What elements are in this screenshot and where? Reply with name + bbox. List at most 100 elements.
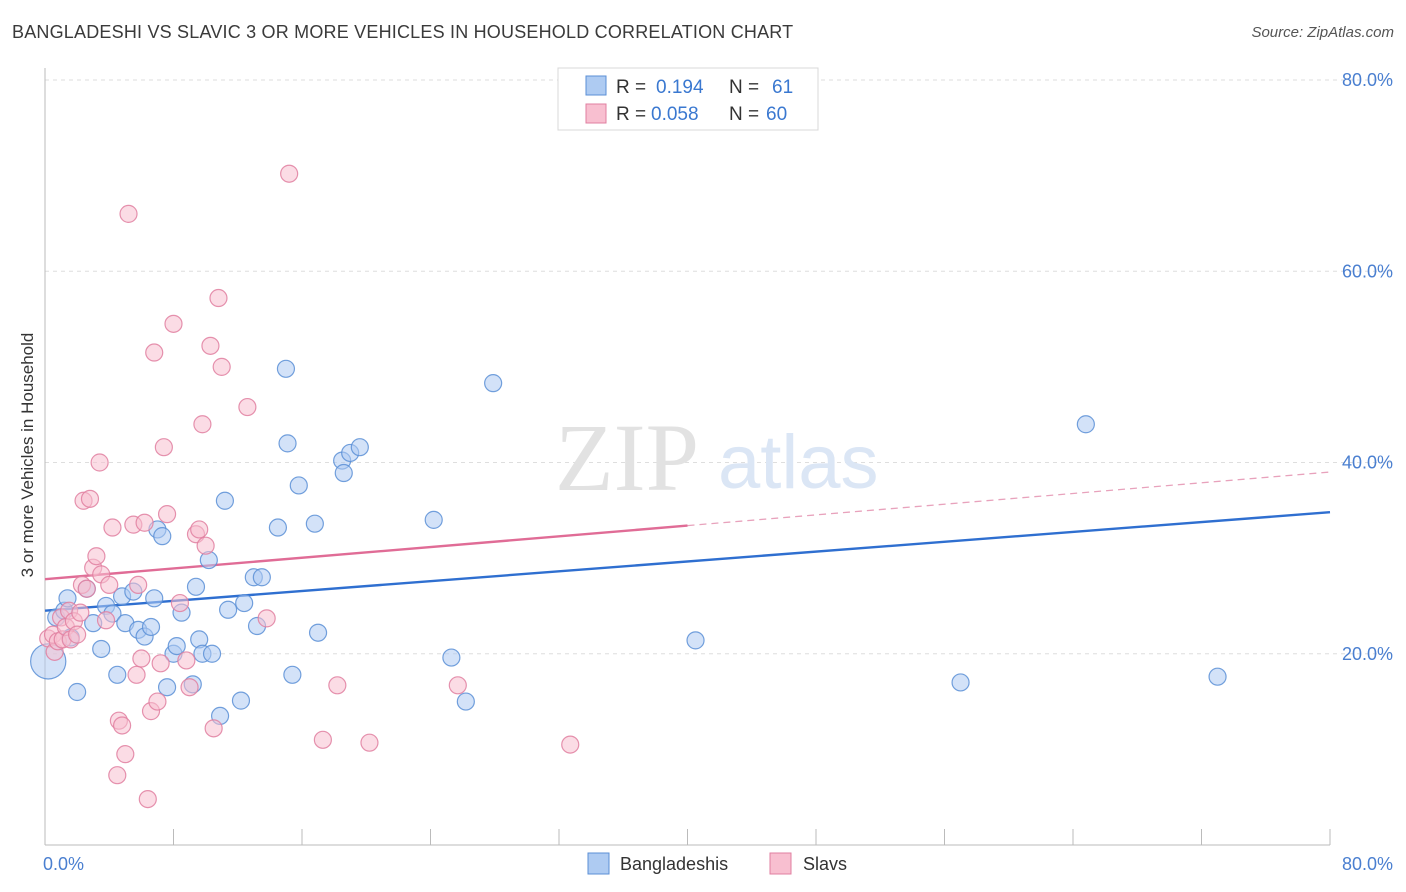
bangladeshi-point [186,577,206,596]
bangladeshi-point [231,691,251,710]
bangladeshi-point [108,665,127,684]
watermark-atlas: atlas [718,420,879,505]
bangladeshi-point [235,593,254,613]
y-tick-label: 20.0% [1342,644,1393,664]
slavic-point [448,676,467,695]
bangladeshi-point [157,678,177,697]
slavic-trend-line [44,524,688,581]
legend-r-value: 0.058 [651,104,699,125]
legend-swatch-slavs[interactable] [585,103,607,124]
legend: R = 0.194 N = 61 R = 0.058 N = 60 [557,67,819,131]
legend-n-label: N = [729,77,759,98]
slavic-point [138,789,157,809]
slavic-point [561,735,580,754]
slavic-point [108,766,127,785]
slavic-point [328,676,347,695]
bangladeshi-point [334,463,353,483]
slavic-point [360,733,379,752]
bottom-legend-swatch-bangladeshis[interactable] [587,852,610,875]
bangladeshi-point [276,359,296,378]
slavic-point [80,489,100,508]
grid [45,79,1392,655]
y-tick-label: 80.0% [1342,70,1393,90]
slavic-point [238,397,257,417]
bangladeshi-point [289,476,308,495]
bangladeshi-point [1076,415,1095,434]
legend-swatch-bangladeshis[interactable] [585,75,607,96]
slavic-point [193,415,212,434]
y-tick-label: 40.0% [1342,453,1393,473]
bangladeshi-point [1208,667,1227,686]
watermark: ZIP atlas [555,404,879,511]
bottom-legend: Bangladeshis Slavs [587,852,847,875]
slavic-point [257,609,276,628]
bangladeshi-point [268,518,288,537]
bangladeshi-point [424,510,443,529]
x-tick-label: 0.0% [43,854,84,874]
bangladeshi-point [305,514,324,533]
slavic-point [212,357,231,376]
slavic-point [313,730,332,749]
slavic-point [145,343,164,362]
legend-n-value: 60 [766,104,787,125]
slavic-point [68,625,87,644]
bangladeshi-point [68,682,87,702]
bangladeshi-point [202,644,222,663]
slavic-point [100,575,119,595]
slavic-point [96,611,116,630]
legend-n-label: N = [729,104,759,125]
slavic-point [103,518,122,537]
legend-r-label: R = [616,77,646,98]
bangladeshi-point [283,665,302,684]
legend-r-value: 0.194 [656,77,704,98]
slavic-point [204,719,223,738]
bangladeshi-point [350,438,369,457]
bangladeshi-point [153,527,172,546]
slavic-point [209,288,228,308]
slavic-point [190,520,209,539]
chart-title: BANGLADESHI VS SLAVIC 3 OR MORE VEHICLES… [12,22,794,42]
slavic-point [71,603,90,622]
bangladeshi-point [167,636,186,656]
slavic-point [151,654,170,673]
bangladeshi-point [219,600,238,619]
bottom-legend-label-bangladeshis: Bangladeshis [620,854,728,874]
slavic-point [135,513,154,532]
watermark-zip: ZIP [555,404,699,511]
bangladeshi-point [484,374,503,393]
slavic-point [196,536,215,555]
slavic-point [127,665,146,684]
axes: 20.0% 40.0% 60.0% 80.0% 0.0% 80.0% [43,68,1393,874]
data-points [30,164,1227,809]
slavic-point [164,314,183,333]
bangladeshi-point [278,434,297,453]
slavic-point [90,453,109,472]
slavic-point [116,745,135,764]
slavic-point [157,505,177,524]
bangladeshi-point [145,589,164,608]
slavic-point [132,649,151,668]
slavic-point [129,575,148,595]
bottom-legend-label-slavs: Slavs [803,854,847,874]
bangladeshi-point [308,623,328,642]
bangladeshi-point [92,639,111,659]
bottom-legend-swatch-slavs[interactable] [769,852,792,875]
slavic-point [170,593,190,613]
bangladeshi-point [951,673,970,692]
x-tick-label: 80.0% [1342,854,1393,874]
legend-n-value: 61 [772,77,793,98]
slavic-point [280,164,299,183]
bangladeshi-point [456,692,475,711]
slavic-point [201,336,220,355]
slavic-point [154,438,173,457]
y-tick-label: 60.0% [1342,261,1393,281]
bangladeshi-point [252,568,271,587]
bangladeshi-point [686,631,705,650]
trend-lines [44,471,1331,612]
slavic-point [148,692,167,711]
source-label: Source: ZipAtlas.com [1251,24,1394,41]
bangladeshi-point [442,648,461,667]
slavic-point [119,204,138,223]
bangladeshi-trend-line [44,511,1331,612]
